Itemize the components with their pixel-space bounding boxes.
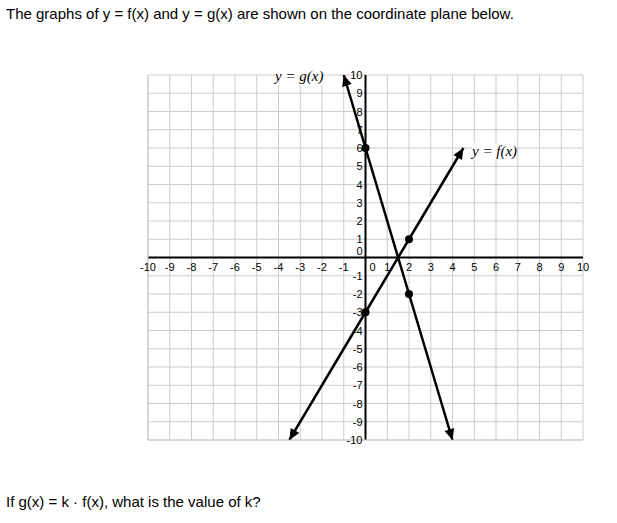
svg-text:1: 1 [356,233,362,245]
svg-text:1: 1 [384,261,390,273]
svg-text:-5: -5 [252,261,262,273]
svg-text:-8: -8 [353,398,363,410]
svg-text:9: 9 [356,87,362,99]
svg-text:-2: -2 [317,261,327,273]
svg-text:-6: -6 [230,261,240,273]
svg-text:9: 9 [558,261,564,273]
svg-text:-7: -7 [208,261,218,273]
html-text:y = f(x): y = f(x) [472,143,518,159]
svg-text:0: 0 [356,245,362,257]
svg-text:0: 0 [369,261,375,273]
svg-text:-10: -10 [140,261,156,273]
svg-text:-3: -3 [295,261,305,273]
svg-text:3: 3 [356,197,362,209]
svg-text:-9: -9 [165,261,175,273]
html-text:y = g(x): y = g(x) [275,68,324,84]
svg-text:-1: -1 [353,270,363,282]
svg-text:5: 5 [471,261,477,273]
svg-text:7: 7 [356,124,362,136]
svg-text:-6: -6 [353,361,363,373]
svg-text:-4: -4 [274,261,284,273]
svg-text:4: 4 [449,261,455,273]
svg-text:10: 10 [577,261,589,273]
svg-text:2: 2 [356,215,362,227]
svg-text:-2: -2 [353,288,363,300]
svg-text:4: 4 [356,179,362,191]
svg-text:8: 8 [536,261,542,273]
html-text:The graphs of y = f(x) and y =: The graphs of y = f(x) and y = g(x) are … [6,5,514,22]
svg-text:-8: -8 [187,261,197,273]
svg-text:6: 6 [356,142,362,154]
html-text:If g(x) = k · f(x), what is th: If g(x) = k · f(x), what is the value of… [6,493,261,510]
svg-text:7: 7 [515,261,521,273]
svg-text:10: 10 [350,69,362,81]
svg-text:-1: -1 [339,261,349,273]
svg-text:8: 8 [356,106,362,118]
svg-text:6: 6 [493,261,499,273]
svg-text:-4: -4 [353,325,363,337]
svg-text:-7: -7 [353,379,363,391]
svg-text:-3: -3 [353,306,363,318]
svg-text:2: 2 [406,261,412,273]
svg-text:5: 5 [356,160,362,172]
svg-text:-9: -9 [353,416,363,428]
svg-text:-10: -10 [347,434,363,446]
svg-text:-5: -5 [353,343,363,355]
svg-text:3: 3 [428,261,434,273]
